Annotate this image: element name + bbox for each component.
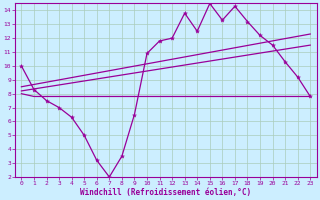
- X-axis label: Windchill (Refroidissement éolien,°C): Windchill (Refroidissement éolien,°C): [80, 188, 252, 197]
